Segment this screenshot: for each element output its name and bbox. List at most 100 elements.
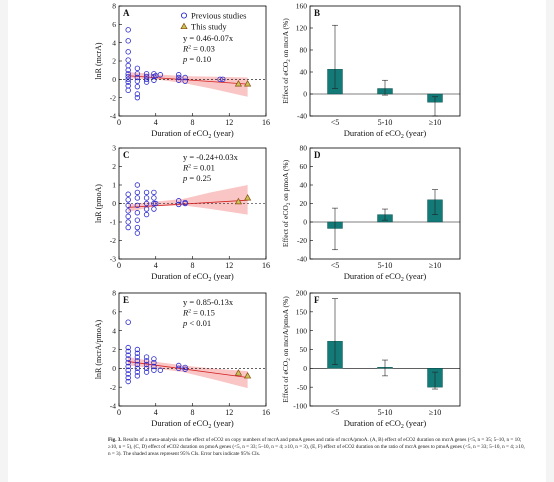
point-previous-study xyxy=(134,78,141,84)
y-tick-label: -2 xyxy=(110,383,116,392)
y-tick-label: 3 xyxy=(112,144,116,153)
point-previous-study xyxy=(134,350,141,356)
point-previous-study xyxy=(134,230,141,236)
point-previous-study xyxy=(134,358,141,364)
point-previous-study xyxy=(125,352,131,358)
plot-frame xyxy=(309,5,461,117)
point-previous-study xyxy=(125,359,131,366)
point-previous-study xyxy=(134,346,141,353)
point-previous-study xyxy=(143,71,150,77)
point-previous-study xyxy=(125,79,131,85)
point-previous-study xyxy=(157,72,164,78)
stat-line: p = 0.10 xyxy=(182,54,211,64)
point-previous-study xyxy=(143,354,150,360)
point-previous-study xyxy=(182,200,188,207)
point-previous-study xyxy=(151,367,157,373)
y-axis-label: lnR (mcrA) xyxy=(94,42,103,79)
legend-label-this-study: This study xyxy=(191,22,227,32)
point-previous-study xyxy=(125,319,131,325)
x-tick-label: 8 xyxy=(191,408,195,417)
x-axis-label: Duration of eCO2​ (year) xyxy=(151,271,234,283)
stat-line: R2 = 0.03 xyxy=(182,44,215,54)
category-label: ≥10 xyxy=(429,408,441,417)
legend-label-previous: Previous studies xyxy=(191,11,247,21)
stat-line: R2 = 0.01 xyxy=(182,163,215,173)
panel-b: <5 5-10 ≥10 -40 0 40 80 120 160 B Duration of eCO2… xyxy=(281,2,461,140)
point-previous-study xyxy=(176,72,182,78)
y-tick-label: 20 xyxy=(300,199,308,208)
category-label: <5 xyxy=(331,261,340,270)
y-tick-label: 0 xyxy=(112,199,116,208)
point-previous-study xyxy=(125,224,131,231)
point-previous-study xyxy=(182,366,188,372)
y-tick-label: 1 xyxy=(112,181,116,190)
x-tick-label: 4 xyxy=(154,118,158,127)
point-previous-study xyxy=(143,76,150,83)
point-previous-study xyxy=(125,208,131,214)
y-tick-label: -50 xyxy=(297,383,307,392)
point-previous-study xyxy=(182,364,188,371)
stat-line: y = 0.46-0.07x xyxy=(183,33,234,43)
x-tick-label: 4 xyxy=(154,261,158,270)
panel-f: <5 5-10 ≥10 -100 -50 0 50 100 150 200 F Duration of… xyxy=(281,289,461,430)
point-previous-study xyxy=(182,74,188,81)
point-previous-study xyxy=(143,358,150,364)
x-tick-label: 0 xyxy=(117,118,121,127)
point-previous-study xyxy=(151,71,157,77)
y-tick-label: 6 xyxy=(112,307,116,316)
point-previous-study xyxy=(125,57,131,63)
point-previous-study xyxy=(125,356,131,362)
y-tick-label: 8 xyxy=(112,289,116,298)
x-tick-label: 12 xyxy=(225,408,233,417)
point-previous-study xyxy=(151,206,157,212)
point-previous-study xyxy=(151,363,157,370)
panel-d: <5 5-10 ≥10 -40 -20 0 20 40 60 80 D Duration of eCO… xyxy=(281,144,461,283)
x-axis-label: Duration of eCO2​ (year) xyxy=(344,271,427,283)
point-previous-study xyxy=(134,354,141,360)
y-tick-label: -2 xyxy=(110,93,116,102)
point-previous-study xyxy=(125,202,131,209)
point-previous-study xyxy=(176,198,182,204)
point-previous-study xyxy=(125,67,131,73)
figure-caption: Fig. 3. Results of a meta-analysis on th… xyxy=(108,437,526,458)
point-previous-study xyxy=(217,76,223,83)
point-previous-study xyxy=(125,62,131,69)
point-previous-study xyxy=(134,210,141,216)
legend-marker-this-study xyxy=(180,22,188,30)
y-tick-label: -1 xyxy=(110,218,116,227)
point-previous-study xyxy=(125,367,131,373)
y-tick-label: 120 xyxy=(296,24,308,33)
point-previous-study xyxy=(151,195,157,201)
stat-line: R2 = 0.15 xyxy=(182,308,215,318)
stat-line: y = 0.85-0.13x xyxy=(183,297,234,307)
point-previous-study xyxy=(143,361,150,368)
y-tick-label: 80 xyxy=(300,46,308,55)
y-tick-label: -40 xyxy=(297,255,307,264)
point-previous-study xyxy=(134,195,141,201)
y-tick-label: -20 xyxy=(297,236,307,245)
fit-line xyxy=(128,361,248,378)
point-this-study xyxy=(244,194,252,201)
x-tick-label: 12 xyxy=(225,118,233,127)
x-axis-label: Duration of eCO2​ (year) xyxy=(344,128,427,140)
y-tick-label: 2 xyxy=(112,345,116,354)
point-previous-study xyxy=(125,191,131,197)
point-previous-study xyxy=(125,213,131,220)
point-previous-study xyxy=(220,76,226,83)
x-tick-label: 8 xyxy=(191,261,195,270)
point-previous-study xyxy=(176,77,182,83)
stat-line: p < 0.01 xyxy=(182,318,211,328)
point-previous-study xyxy=(134,189,141,196)
y-tick-label: -40 xyxy=(297,112,307,121)
y-tick-label: 0 xyxy=(112,75,116,84)
y-tick-label: 0 xyxy=(112,364,116,373)
figure-sheet xyxy=(8,0,546,482)
caption-text: Results of a meta-analysis on the effect… xyxy=(108,437,525,457)
point-this-study xyxy=(234,369,243,376)
y-tick-label: -4 xyxy=(110,402,116,411)
point-previous-study xyxy=(134,65,141,72)
